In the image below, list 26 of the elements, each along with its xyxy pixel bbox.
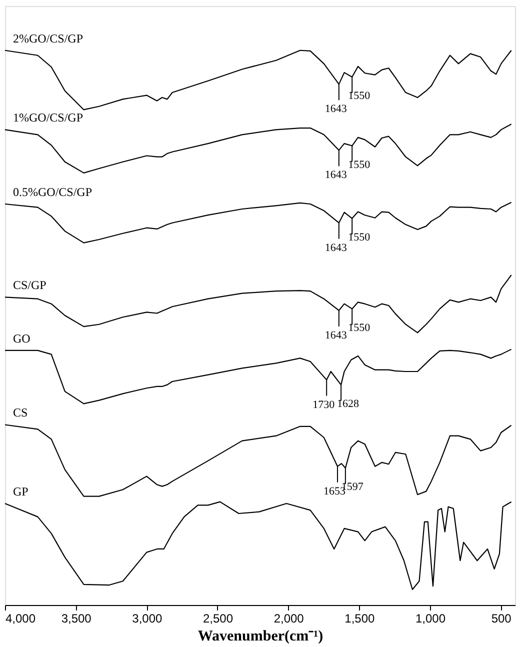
annotation: 1550 — [348, 158, 371, 171]
series-label: 0.5%GO/CS/GP — [13, 185, 92, 200]
x-tick-label: 2,500 — [202, 612, 234, 626]
x-tick-label: 500 — [491, 612, 512, 626]
annotation: 1550 — [348, 90, 371, 102]
series-label: 2%GO/CS/GP — [13, 31, 84, 46]
annotation: 1643 — [324, 242, 348, 254]
annotation: 1643 — [324, 329, 348, 342]
x-axis-title: Wavenumber(cm⁻¹) — [198, 628, 324, 644]
series-label: GP — [13, 484, 29, 499]
x-tick-label: 1,000 — [415, 612, 446, 626]
x-tick-label: 3,500 — [61, 612, 92, 626]
series-label: CS/GP — [13, 278, 47, 292]
series-label: 1%GO/CS/GP — [13, 110, 84, 125]
annotation: 1643 — [324, 103, 348, 116]
annotation: 1628 — [337, 398, 360, 410]
annotation: 1550 — [348, 231, 371, 244]
x-tick-label: 2,000 — [274, 612, 304, 626]
x-tick-label: 4,000 — [6, 612, 36, 626]
x-tick-label: 3,000 — [132, 612, 163, 626]
series-label: CS — [13, 406, 28, 420]
annotation: 1643 — [324, 169, 348, 182]
annotation: 1730 — [312, 398, 336, 411]
series-label: GO — [13, 331, 31, 346]
x-tick-label: 1,500 — [344, 612, 376, 626]
annotation: 1550 — [348, 322, 371, 334]
